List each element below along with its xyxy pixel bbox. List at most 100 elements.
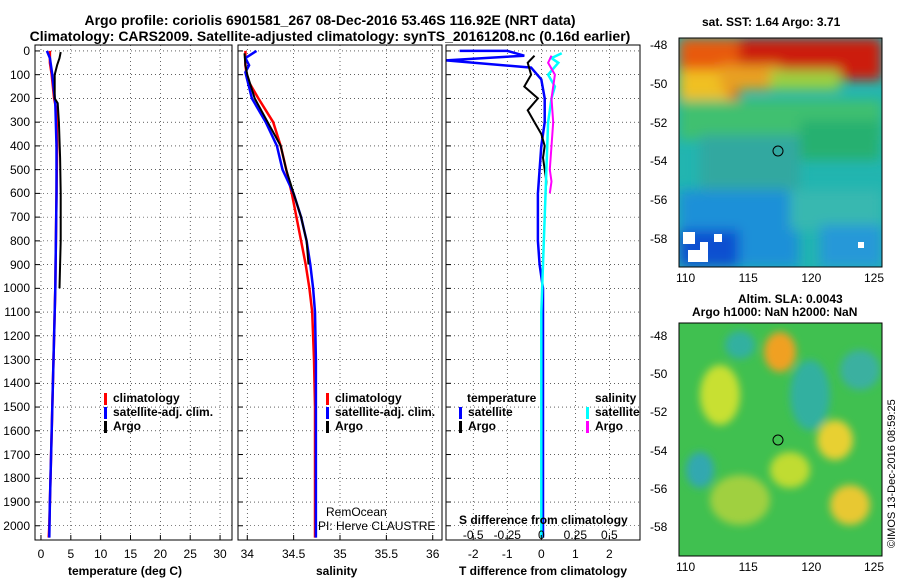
x-tick-label: 35.5 [374, 547, 399, 561]
s-diff-axis-label: S difference from climatology [459, 513, 628, 527]
legend-swatch-t-satellite [459, 406, 462, 419]
plot-frame [34, 44, 233, 541]
depth-tick-label: 1000 [3, 281, 30, 296]
depth-tick-label: 1400 [3, 376, 30, 391]
altimetry-map-title-2: Argo h1000: NaN h2000: NaN [692, 305, 858, 319]
sst-lat-tick: -54 [650, 154, 668, 169]
sst-lon-tick: 120 [801, 271, 822, 285]
alt-lat-tick: -58 [650, 520, 668, 534]
sst-lon-tick: 115 [738, 271, 758, 285]
legend-label-climatology: climatology [113, 391, 180, 405]
depth-tick-label: 1200 [3, 328, 30, 343]
plot-frame [237, 44, 443, 541]
depth-tick-label: 0 [23, 43, 30, 58]
title-line-1: Argo profile: coriolis 6901581_267 08-De… [84, 12, 576, 28]
legend-label-climatology: climatology [335, 391, 402, 405]
alt-lat-tick: -54 [650, 443, 668, 458]
alt-lon-tick: 125 [864, 560, 885, 574]
alt-lat-tick: -50 [650, 367, 668, 382]
x-tick-label: 10 [93, 547, 108, 561]
credit-pi: PI: Herve CLAUSTRE [318, 519, 436, 533]
title-line-2: Climatology: CARS2009. Satellite-adjuste… [29, 28, 631, 44]
depth-tick-label: 400 [9, 138, 30, 153]
alt-lat-tick: -56 [650, 481, 668, 496]
salinity-axis-label: salinity [316, 564, 358, 578]
alt-lon-tick: 110 [676, 560, 696, 574]
x-tick-label-s: 0 [537, 528, 545, 542]
legend-swatch-s-argo [586, 420, 589, 433]
depth-tick-label: 700 [9, 210, 30, 225]
series-line-climatology [244, 50, 317, 538]
x-tick-label: 36 [426, 547, 440, 561]
x-tick-label-s: -0.25 [493, 528, 521, 542]
legend-swatch-argo [104, 420, 107, 433]
legend-label-satellite: satellite-adj. clim. [113, 405, 214, 419]
sst-lon-tick: 110 [676, 271, 696, 285]
x-tick-label-s: -0.5 [462, 528, 484, 542]
x-tick-label: 0 [537, 547, 545, 561]
depth-tick-label: 500 [9, 162, 30, 177]
depth-tick-label: 1100 [4, 305, 30, 320]
depth-tick-label: 800 [9, 233, 30, 248]
legend-swatch-satellite [104, 406, 107, 419]
x-tick-label: 15 [123, 547, 138, 561]
depth-tick-label: 100 [9, 67, 30, 82]
x-tick-label: 30 [213, 547, 227, 561]
sst-lon-tick: 125 [864, 271, 885, 285]
legend-label-t-argo: Argo [468, 419, 496, 433]
legend-swatch-s-satellite [586, 406, 589, 419]
x-tick-label: 0 [37, 547, 45, 561]
legend-label-satellite: satellite-adj. clim. [335, 405, 436, 419]
x-tick-label: 20 [153, 547, 168, 561]
series-line-salinity-satellite [540, 52, 563, 538]
x-tick-label: 5 [67, 547, 75, 561]
depth-tick-label: 1600 [3, 423, 30, 438]
depth-tick-label: 300 [9, 115, 30, 130]
alt-lon-tick: 120 [801, 560, 822, 574]
legend-label-s-satellite: satellite [595, 405, 640, 419]
x-tick-label: 34 [240, 547, 254, 561]
depth-tick-label: 1300 [3, 352, 30, 367]
series-line-temperature-argo [523, 55, 548, 194]
depth-tick-label: 2000 [3, 518, 30, 533]
sst-lat-tick: -50 [650, 76, 668, 91]
legend-label-argo: Argo [335, 419, 363, 433]
legend-swatch-satellite [326, 406, 329, 419]
legend-label-s-argo: Argo [595, 419, 623, 433]
series-line-salinity-argo [546, 55, 556, 194]
x-tick-label: 34.5 [281, 547, 306, 561]
x-tick-label: 2 [606, 547, 613, 561]
x-tick-label-s: 0.25 [563, 528, 587, 542]
legend-swatch-climatology [326, 392, 329, 405]
alt-lat-tick: -52 [650, 405, 668, 420]
legend-swatch-t-argo [459, 420, 462, 433]
legend-label-argo: Argo [113, 419, 141, 433]
sst-lat-tick: -58 [650, 232, 668, 246]
sst-lat-tick: -52 [650, 115, 668, 130]
t-diff-axis-label: T difference from climatology [459, 564, 628, 578]
plot-frame [445, 44, 641, 541]
legend-label-t-satellite: satellite [468, 405, 513, 419]
x-tick-label: -1 [501, 547, 513, 561]
depth-tick-label: 1700 [3, 447, 30, 462]
series-line-temperature-satellite [445, 49, 546, 538]
depth-tick-label: 1800 [3, 471, 30, 486]
x-tick-label: 25 [183, 547, 197, 561]
temperature-axis-label: temperature (deg C) [68, 564, 183, 578]
series-line-satellite-adj-clim- [45, 50, 58, 538]
depth-tick-label: 1500 [3, 400, 30, 415]
imos-watermark: ©IMOS 13-Dec-2016 08:59:25 [886, 399, 898, 548]
sst-map-title: sat. SST: 1.64 Argo: 3.71 [702, 15, 841, 29]
alt-lat-tick: -48 [650, 329, 668, 343]
x-tick-label-s: 0.5 [601, 528, 618, 542]
series-line-satellite-adj-clim- [243, 49, 318, 538]
x-tick-label: 35 [333, 547, 347, 561]
depth-tick-label: 200 [9, 91, 30, 106]
sst-lat-tick: -48 [650, 38, 668, 52]
depth-tick-label: 900 [9, 257, 30, 272]
legend-header-temperature: temperature [467, 391, 537, 405]
series-line-argo [243, 53, 310, 265]
altimetry-map-title-1: Altim. SLA: 0.0043 [738, 292, 843, 306]
depth-tick-label: 1900 [3, 495, 30, 509]
